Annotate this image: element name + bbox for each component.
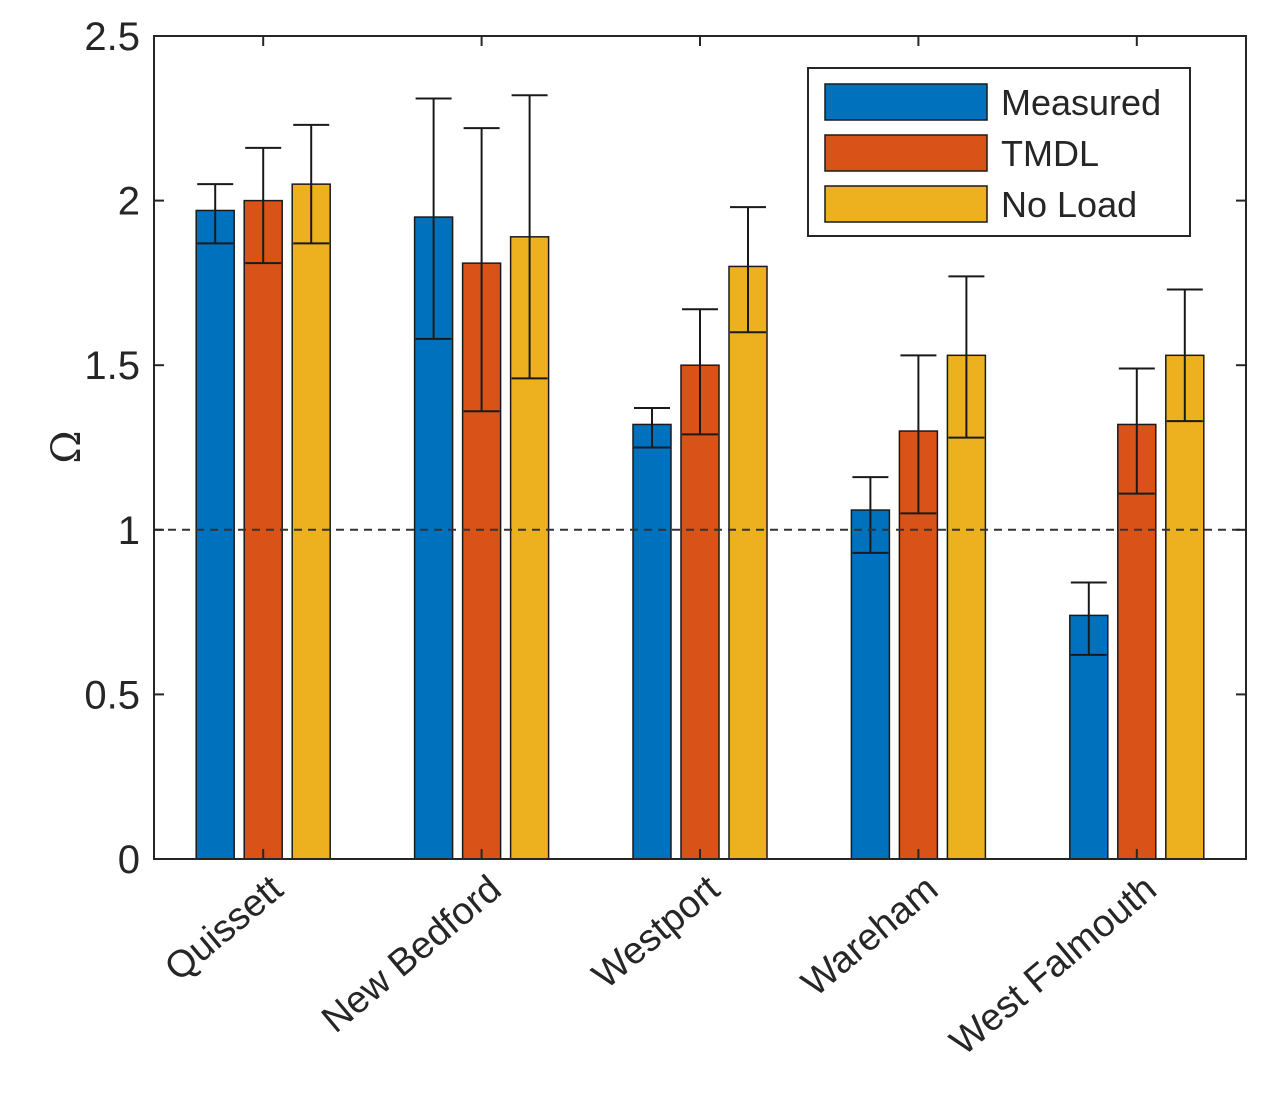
y-tick-label: 0 <box>118 838 140 882</box>
error-bar-westport-no-load <box>730 206 766 334</box>
bars-layer <box>195 183 1205 860</box>
error-bar-wareham-no-load <box>948 275 985 439</box>
error-bar-quissett-measured <box>197 183 234 245</box>
error-bar-westport-tmdl <box>682 308 718 436</box>
error-bar-wareham-tmdl <box>900 354 937 515</box>
bar-quissett-measured <box>195 209 235 860</box>
bar-quissett-no-load <box>291 183 331 860</box>
y-tick-label: 0.5 <box>84 673 140 717</box>
legend-label-tmdl: TMDL <box>1001 133 1099 174</box>
error-bars-layer <box>197 94 1203 656</box>
bar-westport-no-load <box>728 265 768 860</box>
error-bar-quissett-tmdl <box>245 146 282 265</box>
x-tick-label-west-falmouth: West Falmouth <box>942 868 1164 1064</box>
bar-west-falmouth-no-load <box>1165 354 1205 860</box>
x-tick-label-new-bedford: New Bedford <box>314 868 509 1041</box>
error-bar-wareham-measured <box>852 476 889 554</box>
error-bar-new-bedford-no-load <box>511 94 548 380</box>
error-bar-new-bedford-tmdl <box>463 127 500 413</box>
legend-swatch-no-load <box>824 185 988 223</box>
legend: Measured TMDL No Load <box>807 67 1191 237</box>
error-bar-westport-measured <box>634 406 670 449</box>
x-tick-label-westport: Westport <box>585 867 728 997</box>
x-tick-label-wareham: Wareham <box>794 868 946 1005</box>
error-bar-new-bedford-measured <box>415 97 452 340</box>
legend-label-no-load: No Load <box>1001 184 1137 225</box>
y-tick-label: 1 <box>118 509 140 553</box>
x-tick-label-quissett: Quissett <box>157 867 291 989</box>
bar-westport-tmdl <box>680 364 720 860</box>
y-axis-label: Ω <box>44 430 90 463</box>
legend-label-measured: Measured <box>1001 82 1161 123</box>
legend-swatch-tmdl <box>824 134 988 172</box>
bar-west-falmouth-measured <box>1069 614 1109 860</box>
error-bar-west-falmouth-tmdl <box>1118 367 1155 495</box>
error-bar-west-falmouth-measured <box>1070 581 1107 656</box>
y-tick-label: 1.5 <box>84 344 140 388</box>
legend-swatch-measured <box>824 83 988 121</box>
bar-quissett-tmdl <box>243 199 283 860</box>
error-bar-west-falmouth-no-load <box>1166 288 1203 423</box>
y-tick-label: 2 <box>118 180 140 224</box>
bar-wareham-tmdl <box>898 430 939 860</box>
bar-wareham-measured <box>850 509 891 860</box>
error-bar-quissett-no-load <box>293 123 330 245</box>
y-axis: 0 0.5 1 1.5 2 2.5 <box>84 15 1246 882</box>
bar-westport-measured <box>632 423 672 860</box>
y-tick-label: 2.5 <box>84 15 140 59</box>
